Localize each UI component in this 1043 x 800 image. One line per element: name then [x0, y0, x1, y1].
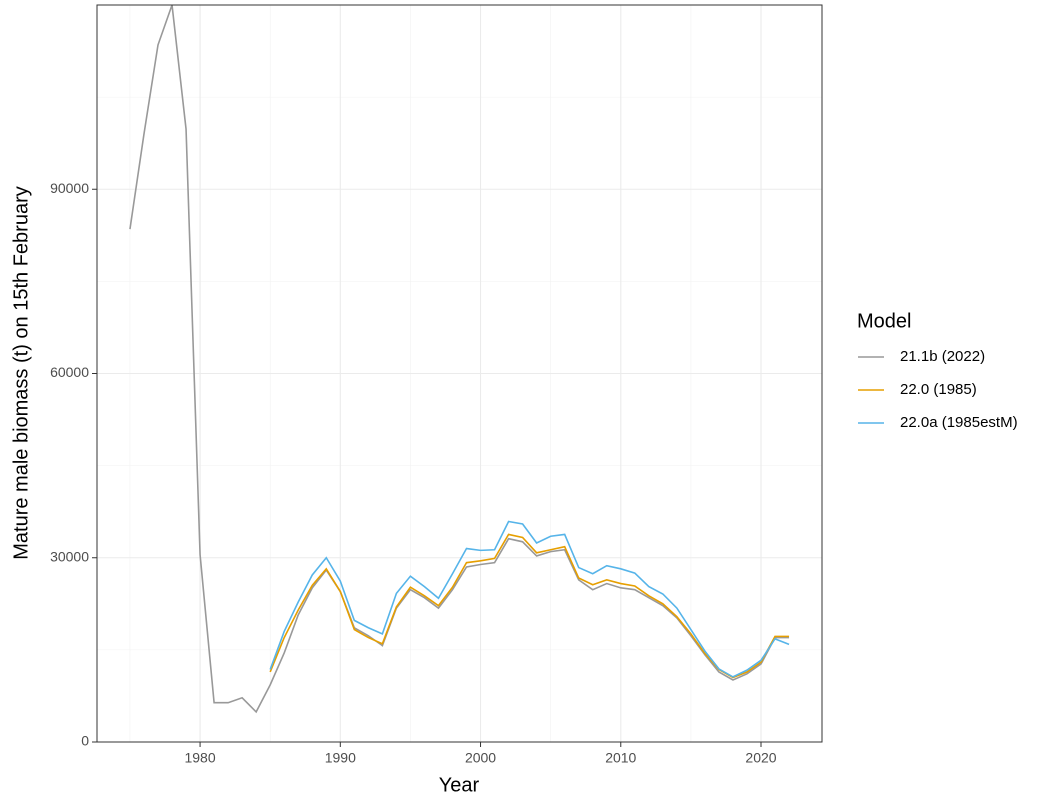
y-tick-label: 60000 — [50, 364, 89, 380]
series-line — [129, 4, 790, 714]
legend-label: 22.0 (1985) — [900, 381, 977, 398]
legend-label: 21.1b (2022) — [900, 348, 985, 365]
x-tick-label: 1980 — [184, 750, 215, 766]
y-tick-label: 0 — [81, 733, 89, 749]
legend-label: 22.0a (1985estM) — [900, 414, 1018, 431]
x-tick-label: 2000 — [465, 750, 496, 766]
y-tick-label: 30000 — [50, 548, 89, 564]
y-tick-label: 90000 — [50, 180, 89, 196]
legend-title: Model — [857, 310, 911, 332]
series-line — [269, 533, 790, 679]
x-tick-label: 1990 — [325, 750, 356, 766]
series-line — [269, 520, 790, 678]
y-axis-title: Mature male biomass (t) on 15th February — [10, 186, 32, 560]
x-tick-label: 2020 — [745, 750, 776, 766]
plot-border — [96, 4, 823, 743]
x-axis-title: Year — [439, 774, 480, 796]
x-tick-label: 2010 — [605, 750, 636, 766]
